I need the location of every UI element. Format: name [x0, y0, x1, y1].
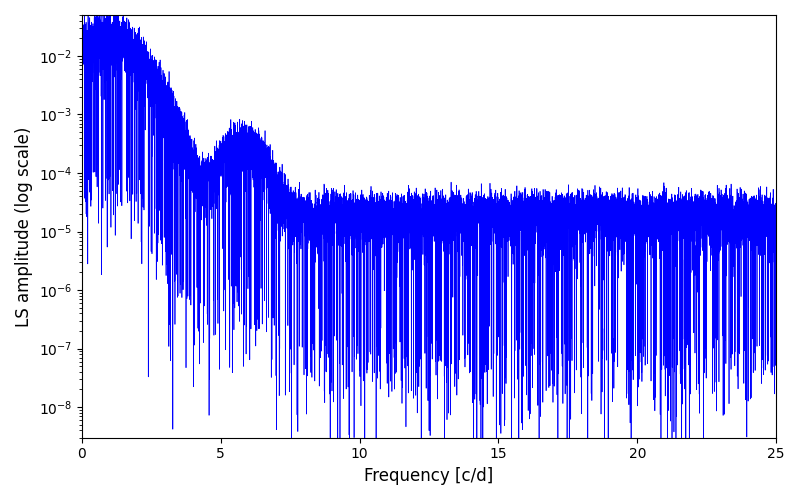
X-axis label: Frequency [c/d]: Frequency [c/d] [364, 467, 494, 485]
Y-axis label: LS amplitude (log scale): LS amplitude (log scale) [15, 126, 33, 326]
